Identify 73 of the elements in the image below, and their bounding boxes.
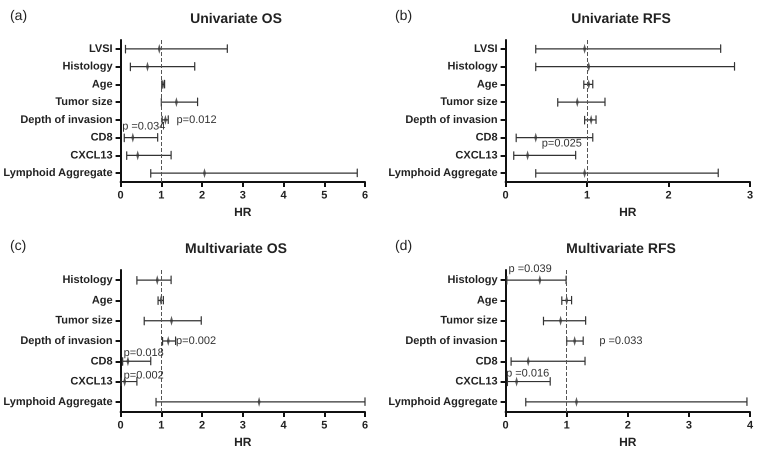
x-tick-label: 3 bbox=[686, 420, 692, 432]
annotation: p =0.039 bbox=[508, 263, 552, 276]
y-tick-label: Age bbox=[92, 78, 113, 90]
y-tick-label: Histology bbox=[62, 274, 114, 286]
y-tick-label: Depth of invasion bbox=[20, 335, 113, 347]
x-tick-label: 6 bbox=[362, 420, 368, 432]
y-tick-label: Tumor size bbox=[55, 96, 113, 108]
y-tick-label: Age bbox=[476, 78, 498, 90]
x-axis-title: HR bbox=[619, 205, 637, 219]
y-tick-label: Depth of invasion bbox=[20, 114, 113, 126]
x-tick-label: 3 bbox=[746, 190, 754, 202]
y-tick-label: CD8 bbox=[476, 355, 498, 368]
x-tick-label: 1 bbox=[158, 420, 164, 432]
y-tick-label: Lymphoid Aggregate bbox=[3, 396, 113, 408]
x-tick-label: 5 bbox=[321, 190, 328, 202]
chart-title: Multivariate OS bbox=[185, 240, 287, 256]
y-tick-label: CD8 bbox=[476, 132, 498, 144]
x-tick-label: 0 bbox=[502, 190, 509, 202]
y-tick-label: Age bbox=[476, 294, 498, 306]
chart-title: Univariate RFS bbox=[571, 10, 671, 26]
x-tick-label: 6 bbox=[362, 190, 368, 202]
y-tick-label: LVSI bbox=[88, 42, 113, 55]
y-tick-label: Lymphoid Aggregate bbox=[388, 396, 498, 408]
x-tick-label: 4 bbox=[280, 190, 288, 202]
annotation: p =0.033 bbox=[599, 335, 642, 347]
y-tick-label: Histology bbox=[62, 60, 114, 73]
text: (c) bbox=[10, 237, 26, 253]
y-tick-label: CD8 bbox=[90, 132, 113, 144]
annotation: p=0.002 bbox=[176, 335, 216, 347]
text: (d) bbox=[395, 237, 412, 253]
x-tick-label: 0 bbox=[502, 420, 509, 432]
x-tick-label: 2 bbox=[665, 190, 672, 202]
y-tick-label: LVSI bbox=[474, 42, 498, 55]
annotation: p =0.034 bbox=[122, 120, 166, 133]
x-tick-label: 0 bbox=[118, 420, 124, 432]
y-tick-label: Depth of invasion bbox=[405, 114, 498, 126]
x-tick-label: 2 bbox=[624, 420, 631, 432]
y-tick-label: CXCL13 bbox=[455, 149, 498, 162]
y-tick-label: Histology bbox=[447, 60, 498, 73]
x-tick-label: 0 bbox=[118, 190, 124, 202]
text: (a) bbox=[10, 7, 28, 23]
chart-title: Multivariate RFS bbox=[566, 240, 676, 256]
y-tick-label: Tumor size bbox=[440, 314, 498, 327]
annotation: p=0.012 bbox=[176, 114, 217, 126]
annotation: p=0.025 bbox=[542, 138, 582, 150]
x-axis-title: HR bbox=[234, 205, 252, 219]
x-tick-label: 1 bbox=[564, 420, 570, 432]
x-tick-label: 2 bbox=[199, 190, 206, 202]
x-tick-label: 1 bbox=[158, 190, 164, 202]
annotation: p=0.002 bbox=[124, 370, 164, 382]
y-tick-label: CXCL13 bbox=[455, 376, 498, 388]
x-tick-label: 4 bbox=[280, 420, 288, 432]
x-axis-title: HR bbox=[234, 435, 252, 449]
y-tick-label: CXCL13 bbox=[70, 376, 113, 388]
y-tick-label: Lymphoid Aggregate bbox=[388, 167, 498, 180]
x-axis-title: HR bbox=[619, 435, 637, 449]
x-tick-label: 3 bbox=[240, 190, 246, 202]
text: (b) bbox=[395, 7, 412, 23]
y-tick-label: Lymphoid Aggregate bbox=[3, 167, 113, 180]
y-tick-label: Tumor size bbox=[55, 314, 113, 327]
y-tick-label: Tumor size bbox=[440, 96, 498, 108]
x-tick-label: 1 bbox=[584, 190, 590, 202]
y-tick-label: CD8 bbox=[90, 355, 113, 368]
x-tick-label: 2 bbox=[199, 420, 206, 432]
x-tick-label: 5 bbox=[321, 420, 328, 432]
y-tick-label: CXCL13 bbox=[70, 149, 113, 162]
chart-title: Univariate OS bbox=[190, 10, 282, 26]
annotation: p=0.018 bbox=[124, 346, 164, 359]
x-tick-label: 3 bbox=[240, 420, 246, 432]
x-tick-label: 4 bbox=[746, 420, 754, 432]
y-tick-label: Age bbox=[92, 294, 113, 306]
y-tick-label: Histology bbox=[447, 274, 498, 286]
y-tick-label: Depth of invasion bbox=[405, 335, 498, 347]
